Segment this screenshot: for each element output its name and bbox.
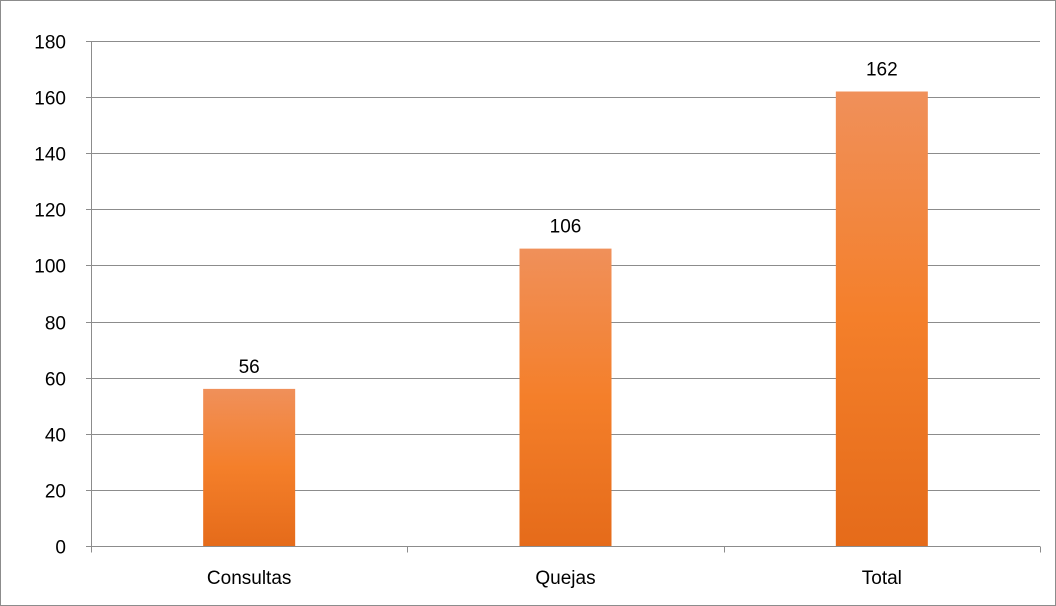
data-label-quejas: 106 bbox=[550, 217, 582, 238]
y-tick-label-180: 180 bbox=[34, 33, 66, 54]
y-tick-label-80: 80 bbox=[45, 314, 66, 335]
y-tick-label-160: 160 bbox=[34, 89, 66, 110]
data-label-total: 162 bbox=[866, 60, 898, 81]
y-tick-label-0: 0 bbox=[55, 538, 66, 559]
y-tick-label-60: 60 bbox=[45, 370, 66, 391]
x-category-label-consultas: Consultas bbox=[207, 568, 292, 589]
labels: 0 20 40 60 80 100 120 140 160 180 56 Consultas 106 Qu… bbox=[34, 33, 902, 590]
y-tick-label-100: 100 bbox=[34, 257, 66, 278]
bars bbox=[203, 91, 928, 546]
y-tick-label-40: 40 bbox=[45, 426, 66, 447]
bar-total bbox=[835, 91, 928, 546]
y-tick-label-20: 20 bbox=[45, 482, 66, 503]
bar-quejas bbox=[519, 248, 612, 546]
axes bbox=[86, 41, 1041, 553]
data-label-consultas: 56 bbox=[239, 357, 260, 378]
bar-consultas bbox=[203, 388, 296, 546]
x-category-label-quejas: Quejas bbox=[535, 568, 595, 589]
y-tick-label-120: 120 bbox=[34, 201, 66, 222]
y-tick-label-140: 140 bbox=[34, 145, 66, 166]
x-category-label-total: Total bbox=[862, 568, 902, 589]
